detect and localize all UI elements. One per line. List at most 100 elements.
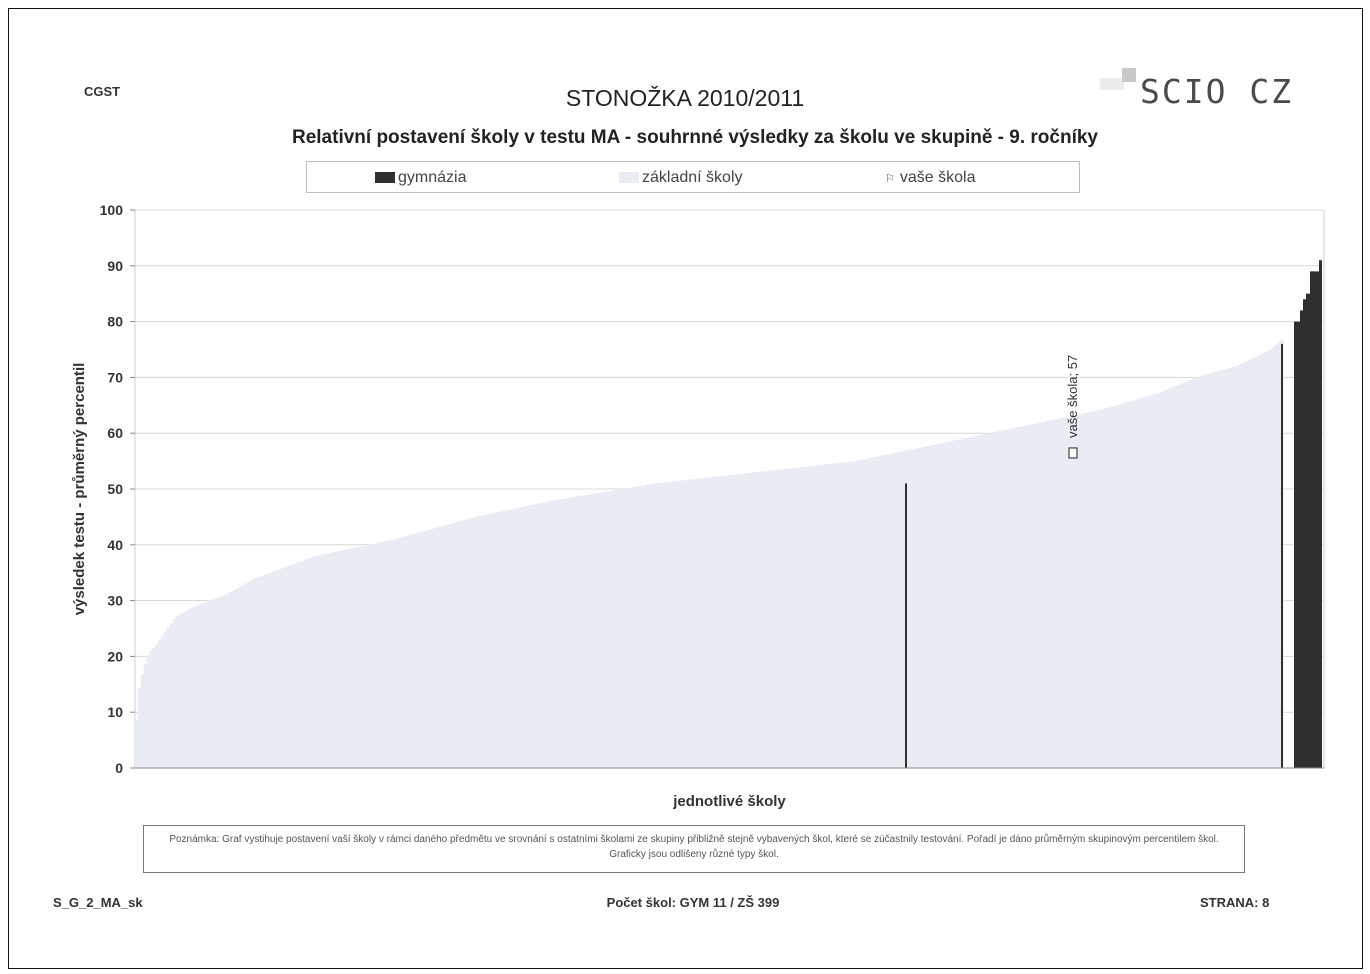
bar-zakladni-skola (373, 543, 378, 768)
y-tick-label: 80 (107, 314, 123, 330)
bar-zakladni-skola (1018, 426, 1022, 768)
bar-zakladni-skola (330, 552, 335, 768)
bar-zakladni-skola (1144, 396, 1149, 768)
bar-zakladni-skola (563, 498, 568, 768)
bar-zakladni-skola (681, 480, 686, 768)
bar-zakladni-skola (1199, 375, 1204, 768)
bar-zakladni-skola (693, 479, 697, 768)
bar-zakladni-skola (425, 530, 430, 768)
bar-zakladni-skola (618, 489, 622, 768)
bar-zakladni-skola (540, 502, 545, 768)
bar-zakladni-skola (842, 462, 847, 768)
bar-zakladni-skola (1067, 416, 1071, 768)
bar-zakladni-skola (244, 583, 248, 768)
bar-zakladni-skola (405, 535, 409, 768)
bar-zakladni-skola (603, 491, 608, 768)
bar-zakladni-skola (1029, 424, 1034, 768)
bar-zakladni-skola (345, 549, 349, 768)
bar-zakladni-skola (327, 553, 332, 768)
bar-zakladni-skola (802, 466, 806, 768)
bar-zakladni-skola (218, 596, 222, 768)
bar-zakladni-skola (1265, 351, 1270, 768)
bar-zakladni-skola (742, 473, 746, 768)
bar-zakladni-skola (871, 457, 876, 768)
bar-zakladni-skola (894, 452, 899, 768)
bar-zakladni-skola (451, 523, 455, 768)
bar-zakladni-skola (488, 513, 493, 768)
bar-zakladni-skola (782, 469, 786, 768)
bar-zakladni-skola (557, 499, 562, 768)
bar-zakladni-skola (1213, 371, 1218, 768)
bar-zakladni-skola (1093, 411, 1097, 768)
bar-zakladni-skola (819, 464, 824, 768)
bar-zakladni-skola (264, 574, 268, 768)
bar-zakladni-skola (1251, 358, 1255, 768)
bar-zakladni-skola (1162, 390, 1166, 768)
bar-zakladni-skola (209, 600, 214, 768)
bar-zakladni-skola (1277, 342, 1281, 768)
bar-zakladni-skola (862, 459, 867, 768)
bar-zakladni-skola (514, 508, 519, 768)
bar-zakladni-skola (1147, 396, 1152, 768)
bar-zakladni-skola (1116, 404, 1120, 768)
document-title: STONOŽKA 2010/2011 (565, 85, 805, 111)
bar-zakladni-skola (275, 569, 280, 768)
bar-zakladni-skola (336, 551, 340, 768)
bar-zakladni-skola (1182, 382, 1186, 768)
bar-zakladni-skola (845, 462, 850, 768)
bar-zakladni-skola (474, 516, 478, 768)
bar-zakladni-skola (388, 540, 392, 768)
bar-zakladni-skola (736, 474, 740, 768)
bar-zakladni-skola (934, 444, 939, 768)
bar-zakladni-skola (1271, 347, 1275, 768)
bar-zakladni-skola (471, 517, 476, 768)
bar-zakladni-skola (140, 674, 145, 768)
bar-zakladni-skola (799, 467, 804, 768)
bar-zakladni-skola (229, 591, 234, 768)
your-school-marker-icon (1068, 447, 1078, 459)
bar-zakladni-skola (670, 481, 674, 768)
bar-zakladni-skola (1193, 377, 1198, 768)
bar-zakladni-skola (629, 487, 634, 768)
bar-zakladni-skola (701, 478, 706, 768)
bar-zakladni-skola (238, 586, 243, 768)
bar-zakladni-skola (615, 489, 619, 768)
bar-zakladni-skola (143, 663, 148, 768)
bar-zakladni-skola (172, 619, 176, 768)
bar-zakladni-skola (655, 483, 660, 768)
bar-zakladni-skola (1098, 409, 1103, 768)
bar-zakladni-skola (212, 599, 217, 768)
bar-zakladni-skola (486, 514, 490, 768)
bar-zakladni-skola (624, 488, 628, 768)
bar-zakladni-skola (1121, 403, 1126, 768)
bar-zakladni-skola (319, 554, 323, 768)
bar-zakladni-skola (339, 550, 343, 768)
bar-zakladni-skola (204, 602, 208, 768)
bar-zakladni-skola (186, 609, 191, 768)
bar-zakladni-skola (520, 507, 525, 768)
bar-zakladni-skola (647, 484, 651, 768)
bar-zakladni-skola (920, 447, 924, 768)
bar-zakladni-skola (911, 449, 916, 768)
bar-zakladni-skola (1236, 365, 1241, 768)
y-tick-label: 60 (107, 425, 123, 441)
bar-zakladni-skola (419, 531, 424, 768)
footer-school-count: Počet škol: GYM 11 / ZŠ 399 (606, 895, 780, 910)
bar-zakladni-skola (480, 515, 484, 768)
bar-zakladni-skola (986, 433, 991, 768)
bar-zakladni-skola (560, 499, 565, 768)
bar-zakladni-skola (465, 519, 470, 768)
bar-zakladni-skola (224, 594, 228, 768)
bar-zakladni-skola (808, 466, 812, 768)
bar-zakladni-skola (267, 573, 271, 768)
bar-zakladni-skola (793, 467, 798, 768)
bar-zakladni-skola (342, 550, 346, 768)
bar-zakladni-skola (638, 486, 642, 768)
bar-zakladni-skola (759, 471, 763, 768)
bar-zakladni-skola (684, 480, 689, 768)
bar-zakladni-skola (791, 468, 795, 768)
bar-zakladni-skola (333, 551, 338, 768)
legend-swatch-gymnazia (375, 172, 395, 184)
y-tick-label: 10 (107, 704, 123, 720)
bar-zakladni-skola (1021, 426, 1025, 768)
